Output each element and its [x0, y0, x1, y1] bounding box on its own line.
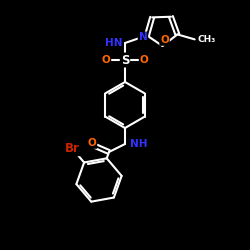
Text: HN: HN [106, 38, 123, 48]
Text: CH₃: CH₃ [198, 35, 216, 44]
Text: O: O [140, 55, 148, 65]
Text: O: O [88, 138, 96, 148]
Text: N: N [138, 32, 147, 42]
Text: O: O [160, 35, 169, 45]
Text: O: O [102, 55, 110, 65]
Text: S: S [121, 54, 129, 66]
Text: Br: Br [65, 142, 80, 155]
Text: NH: NH [130, 139, 148, 149]
